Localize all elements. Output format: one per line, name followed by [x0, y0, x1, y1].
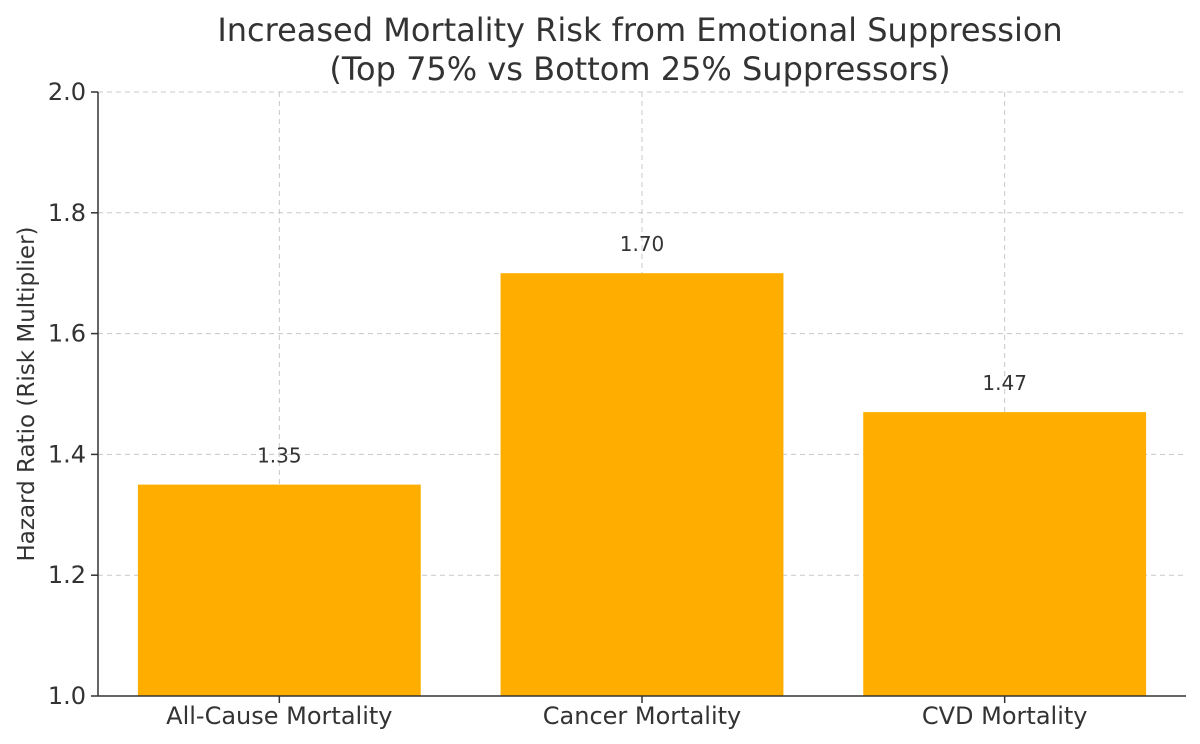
- bar: [863, 412, 1147, 696]
- x-tick-label: All-Cause Mortality: [166, 702, 392, 730]
- bar-value-label: 1.47: [982, 371, 1027, 395]
- y-axis-label: Hazard Ratio (Risk Multiplier): [14, 226, 40, 561]
- y-tick-label: 1.4: [48, 440, 86, 468]
- chart-title-line-2: (Top 75% vs Bottom 25% Suppressors): [329, 50, 950, 88]
- x-tick-label: Cancer Mortality: [543, 702, 741, 730]
- x-tick-label: CVD Mortality: [922, 702, 1088, 730]
- bars: [137, 273, 1147, 696]
- y-tick-label: 1.6: [48, 320, 86, 348]
- bar-value-label: 1.35: [257, 444, 302, 468]
- y-tick-label: 2.0: [48, 78, 86, 106]
- y-tick-label: 1.8: [48, 199, 86, 227]
- data-labels: 1.35 1.70 1.47: [257, 232, 1027, 467]
- chart-title-line-1: Increased Mortality Risk from Emotional …: [217, 11, 1062, 49]
- y-tick-label: 1.2: [48, 561, 86, 589]
- y-tick-label: 1.0: [48, 682, 86, 710]
- y-ticks: 1.0 1.2 1.4 1.6 1.8 2.0: [48, 78, 98, 710]
- bar: [500, 273, 784, 696]
- bar: [137, 484, 421, 696]
- x-ticks: All-Cause Mortality Cancer Mortality CVD M…: [166, 696, 1087, 730]
- chart-title: Increased Mortality Risk from Emotional …: [217, 11, 1062, 88]
- bar-value-label: 1.70: [620, 232, 665, 256]
